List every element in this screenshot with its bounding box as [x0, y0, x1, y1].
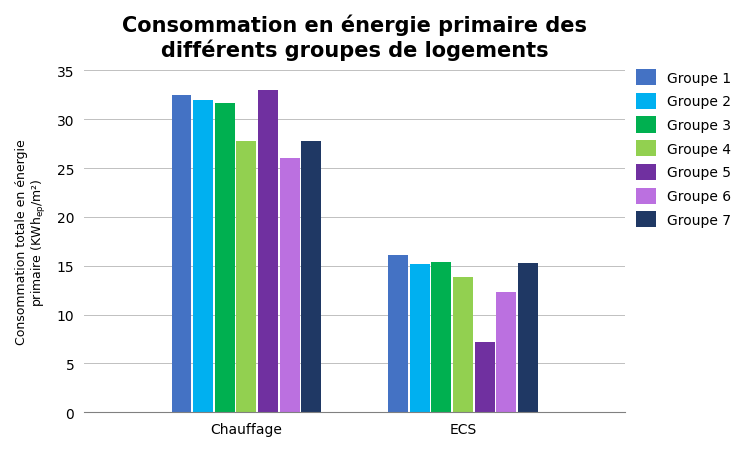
Bar [496, 293, 517, 412]
Y-axis label: Consommation totale en énergie
primaire (KWh$_{\mathregular{ep}}$/m²): Consommation totale en énergie primaire … [15, 139, 48, 345]
Bar [475, 342, 495, 412]
Bar [171, 96, 192, 412]
Bar [388, 255, 408, 412]
Bar [518, 263, 538, 412]
Bar [453, 278, 473, 412]
Bar [236, 142, 256, 412]
Legend: Groupe 1, Groupe 2, Groupe 3, Groupe 4, Groupe 5, Groupe 6, Groupe 7: Groupe 1, Groupe 2, Groupe 3, Groupe 4, … [631, 64, 737, 233]
Bar [215, 103, 235, 412]
Bar [432, 262, 451, 412]
Bar [258, 91, 278, 412]
Bar [410, 264, 429, 412]
Bar [302, 142, 321, 412]
Bar [280, 159, 300, 412]
Title: Consommation en énergie primaire des
différents groupes de logements: Consommation en énergie primaire des dif… [123, 15, 587, 61]
Bar [193, 101, 213, 412]
